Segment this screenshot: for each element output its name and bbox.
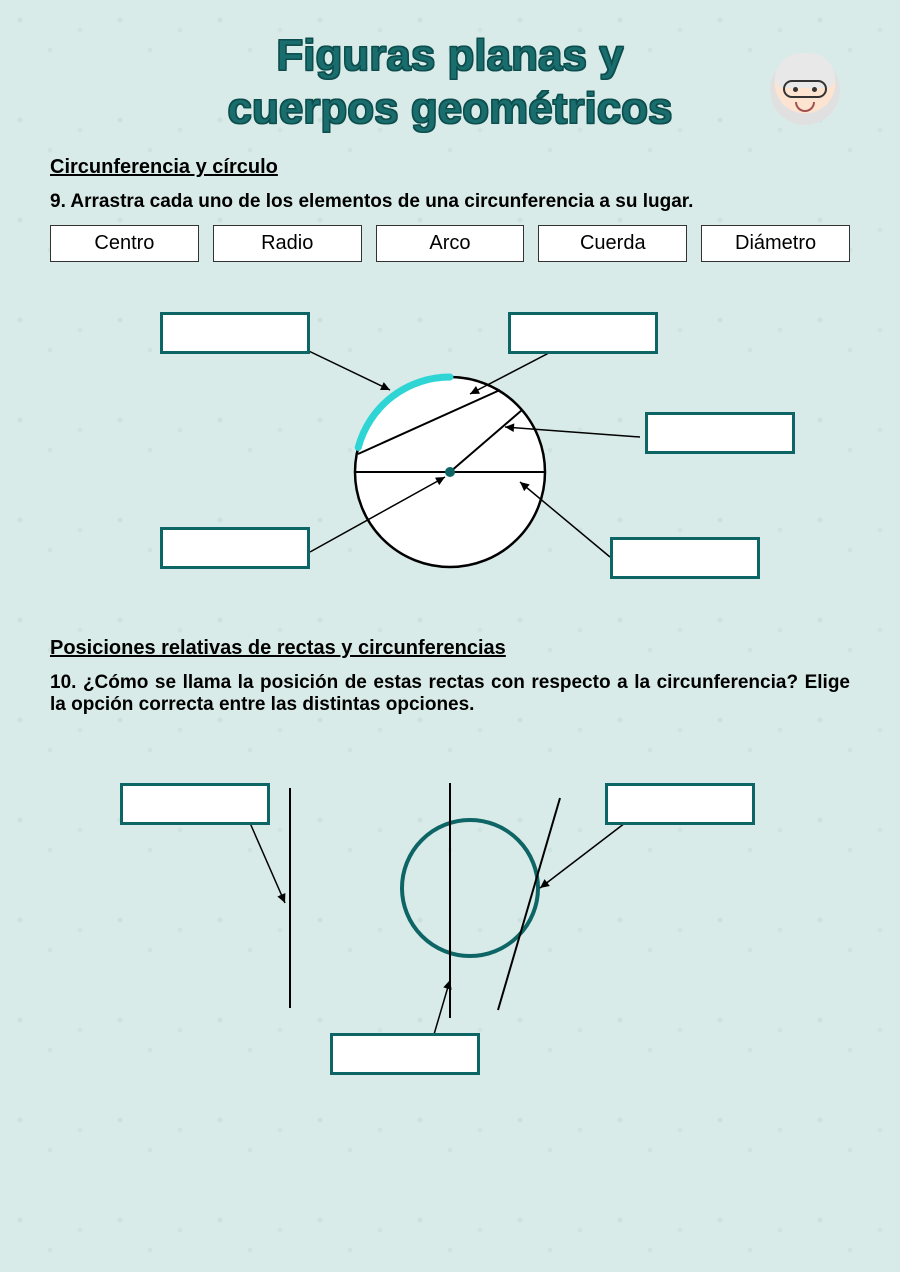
- drop-target-q9-4[interactable]: [610, 537, 760, 579]
- drop-target-q10-1[interactable]: [120, 783, 270, 825]
- question-10-text: 10. ¿Cómo se llama la posición de estas …: [50, 672, 850, 716]
- label-radio[interactable]: Radio: [213, 225, 362, 262]
- drop-target-q9-5[interactable]: [160, 527, 310, 569]
- drop-target-q10-2[interactable]: [605, 783, 755, 825]
- drop-target-q10-3[interactable]: [330, 1033, 480, 1075]
- circle-parts-diagram: [50, 282, 850, 622]
- label-cuerda[interactable]: Cuerda: [538, 225, 687, 262]
- lines-circle-diagram: [50, 728, 850, 1118]
- section-2-heading: Posiciones relativas de rectas y circunf…: [50, 637, 850, 660]
- avatar-emoji: [770, 55, 840, 125]
- section-1-heading: Circunferencia y círculo: [50, 156, 850, 179]
- page-title-block: Figuras planas y cuerpos geométricos: [50, 30, 850, 136]
- label-arco[interactable]: Arco: [376, 225, 525, 262]
- title-line-1: Figuras planas y: [50, 30, 850, 83]
- label-diametro[interactable]: Diámetro: [701, 225, 850, 262]
- title-line-2: cuerpos geométricos: [50, 83, 850, 136]
- drop-target-q9-1[interactable]: [160, 312, 310, 354]
- question-9-text: 9. Arrastra cada uno de los elementos de…: [50, 191, 850, 213]
- drop-target-q9-2[interactable]: [508, 312, 658, 354]
- drop-target-q9-3[interactable]: [645, 412, 795, 454]
- label-centro[interactable]: Centro: [50, 225, 199, 262]
- draggable-labels-row: Centro Radio Arco Cuerda Diámetro: [50, 225, 850, 262]
